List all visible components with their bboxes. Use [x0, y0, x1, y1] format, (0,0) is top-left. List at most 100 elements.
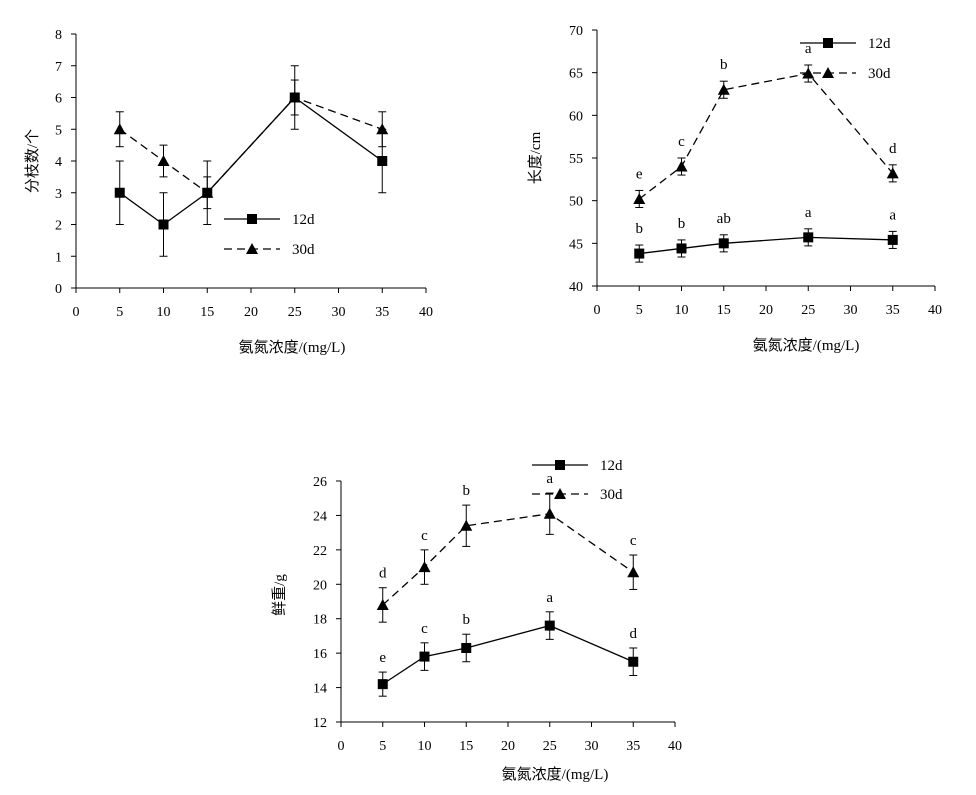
x-tick-label: 25 — [801, 303, 815, 318]
series-12d: b b ab a a — [634, 205, 898, 263]
significance-letter: d — [379, 566, 387, 582]
y-tick-label: 45 — [569, 237, 583, 252]
x-tick-label: 35 — [626, 739, 640, 754]
legend-marker-triangle — [246, 243, 258, 254]
x-tick-label: 20 — [759, 303, 773, 318]
significance-letter: c — [678, 134, 685, 150]
x-tick-label: 10 — [675, 303, 689, 318]
y-tick-label: 6 — [55, 92, 62, 107]
x-tick-label: 15 — [459, 739, 473, 754]
data-point-triangle — [288, 91, 301, 103]
legend-marker-square — [823, 38, 833, 48]
data-point-square — [676, 243, 687, 254]
data-point-square — [803, 232, 814, 243]
legend: 12d 30d — [800, 36, 891, 82]
data-point-square — [114, 187, 125, 198]
series-30d — [113, 79, 389, 210]
legend-label: 30d — [868, 66, 891, 82]
significance-letter: c — [421, 528, 428, 544]
legend-label: 30d — [292, 242, 315, 258]
series-12d: e c b a d — [377, 590, 639, 697]
significance-letter: b — [463, 612, 471, 628]
significance-letter: d — [630, 626, 638, 642]
y-tick-label: 40 — [569, 280, 583, 295]
legend-label: 12d — [292, 212, 315, 228]
fresh-weight-chart: 0 5 10 15 20 25 30 35 40 12 14 16 18 20 22 24 26 氨氮浓度/(mg… — [271, 458, 682, 783]
significance-letter: e — [636, 166, 643, 182]
x-tick-label: 15 — [717, 303, 731, 318]
data-point-square — [158, 219, 169, 230]
y-tick-label: 8 — [55, 28, 62, 43]
x-tick-label: 35 — [886, 303, 900, 318]
legend: 12d 30d — [532, 458, 623, 503]
y-tick-label: 0 — [55, 282, 62, 297]
x-tick-label: 0 — [338, 739, 345, 754]
y-axis-title: 分枝数/个 — [24, 129, 41, 193]
y-axis-title: 鲜重/g — [271, 574, 288, 616]
x-tick-label: 30 — [844, 303, 858, 318]
data-point-triangle — [886, 167, 899, 179]
x-tick-label: 25 — [288, 305, 302, 320]
x-axis-title: 氨氮浓度/(mg/L) — [502, 766, 609, 783]
x-tick-label: 20 — [244, 305, 258, 320]
y-tick-label: 22 — [313, 544, 327, 559]
y-tick-label: 20 — [313, 578, 327, 593]
y-tick-label: 60 — [569, 109, 583, 124]
significance-letter: ab — [717, 211, 731, 227]
data-point-triangle — [460, 519, 473, 531]
significance-letter: c — [421, 621, 428, 637]
significance-letter: a — [805, 41, 812, 57]
data-point-triangle — [376, 123, 389, 135]
x-tick-label: 40 — [928, 303, 942, 318]
data-point-triangle — [627, 566, 640, 578]
legend-label: 12d — [600, 458, 623, 474]
data-point-square — [887, 234, 898, 245]
significance-letter: a — [805, 205, 812, 221]
data-point-triangle — [543, 507, 556, 519]
x-tick-label: 10 — [418, 739, 432, 754]
y-tick-label: 55 — [569, 152, 583, 167]
x-tick-label: 5 — [379, 739, 386, 754]
series-line — [119, 96, 383, 226]
legend-label: 12d — [868, 36, 891, 52]
y-tick-label: 70 — [569, 24, 583, 39]
x-axis-title: 氨氮浓度/(mg/L) — [239, 339, 346, 356]
x-tick-label: 5 — [636, 303, 643, 318]
x-tick-label: 40 — [668, 739, 682, 754]
y-tick-label: 2 — [55, 219, 62, 234]
significance-letter: d — [889, 141, 897, 157]
data-point-triangle — [717, 83, 730, 95]
y-tick-label: 3 — [55, 187, 62, 202]
data-point-triangle — [113, 123, 126, 135]
y-tick-label: 24 — [313, 509, 327, 524]
x-tick-label: 25 — [543, 739, 557, 754]
data-point-triangle — [418, 561, 431, 573]
y-tick-label: 18 — [313, 613, 327, 628]
data-point-square — [419, 651, 430, 662]
y-tick-label: 65 — [569, 67, 583, 82]
x-tick-label: 10 — [157, 305, 171, 320]
y-tick-label: 50 — [569, 195, 583, 210]
significance-letter: e — [379, 650, 386, 666]
data-point-triangle — [633, 192, 646, 204]
series-line — [119, 96, 383, 194]
legend-label: 30d — [600, 487, 623, 503]
significance-letter: a — [546, 471, 553, 487]
y-tick-label: 14 — [313, 682, 327, 697]
significance-letter: b — [720, 57, 728, 73]
data-point-triangle — [201, 186, 214, 198]
y-tick-label: 1 — [55, 250, 62, 265]
series-12d — [114, 65, 388, 257]
data-point-square — [377, 679, 388, 690]
series-30d: d c b a c — [376, 471, 640, 623]
x-tick-label: 0 — [73, 305, 80, 320]
y-tick-label: 12 — [313, 716, 327, 731]
data-point-triangle — [376, 598, 389, 610]
data-point-square — [377, 156, 388, 166]
data-point-triangle — [157, 155, 170, 166]
significance-letter: c — [630, 533, 637, 549]
y-axis-title: 长度/cm — [527, 131, 544, 184]
x-axis-title: 氨氮浓度/(mg/L) — [753, 337, 860, 354]
y-tick-label: 26 — [313, 475, 327, 490]
